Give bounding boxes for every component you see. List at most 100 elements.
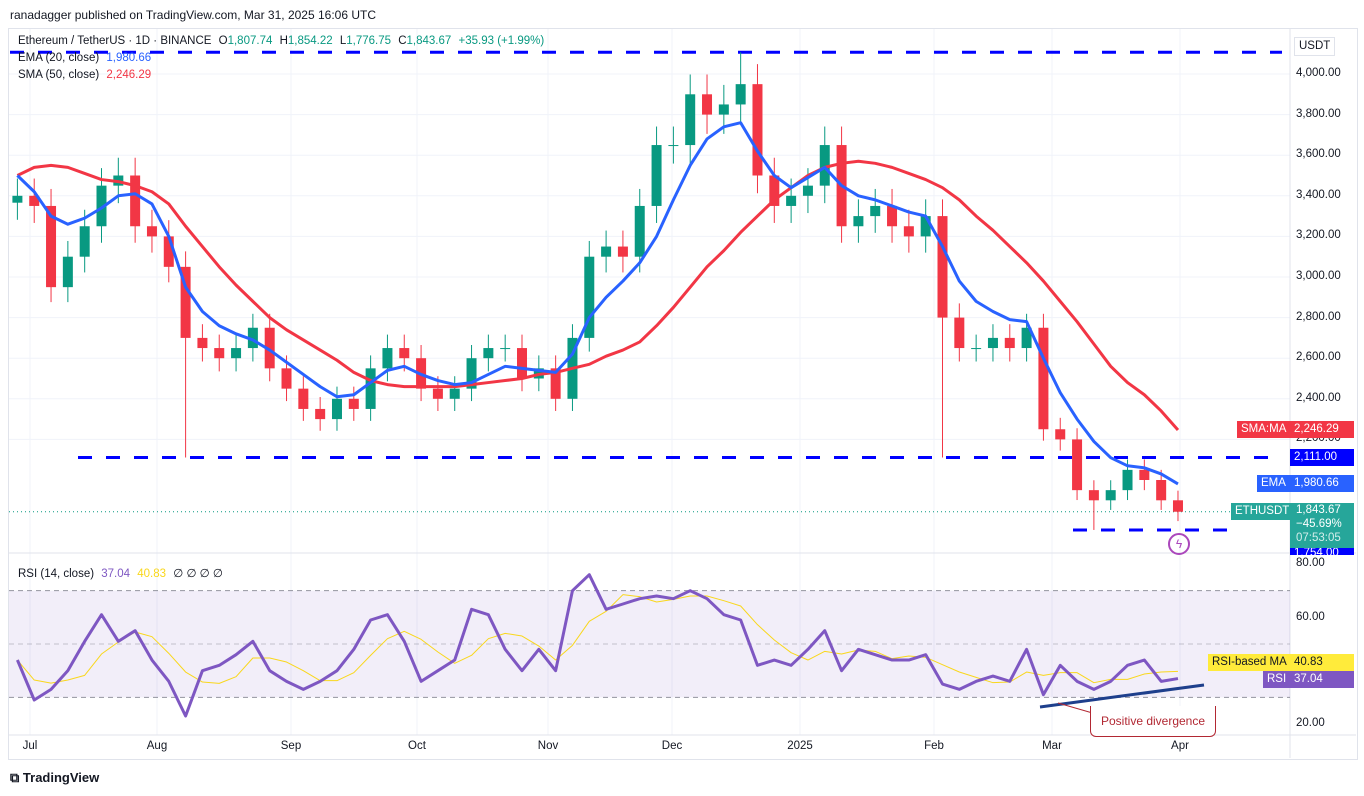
- candle-body: [769, 175, 780, 206]
- rsi-ma-badge: 40.83: [1290, 654, 1354, 671]
- price-tick: 3,800.00: [1296, 107, 1341, 120]
- sma50-line: [16, 159, 1180, 431]
- candle-body: [1105, 490, 1116, 501]
- candle-body: [281, 368, 292, 389]
- ema-name-badge: EMA: [1257, 475, 1290, 492]
- candle-body: [1021, 327, 1032, 349]
- chart-frame: [8, 28, 1358, 760]
- positive-divergence-callout[interactable]: Positive divergence: [1090, 706, 1216, 737]
- rsi-line: [16, 573, 1179, 718]
- price-tick: 3,000.00: [1296, 270, 1341, 282]
- price-tick: 2,400.00: [1296, 391, 1341, 404]
- candle-body: [231, 348, 242, 359]
- open-value: 1,807.74: [227, 35, 273, 47]
- candle-body: [752, 84, 763, 176]
- published-caption: ranadagger published on TradingView.com,…: [10, 8, 377, 22]
- symbol-legend: Ethereum / TetherUS · 1D · BINANCE O1,80…: [18, 35, 545, 47]
- candle-body: [651, 145, 662, 206]
- candle-body: [247, 327, 258, 349]
- time-tick: Mar: [1042, 740, 1062, 752]
- low-value: 1,776.75: [346, 35, 392, 47]
- candle-body: [517, 348, 527, 379]
- time-tick: Dec: [661, 740, 683, 752]
- symbol-title: Ethereum / TetherUS · 1D · BINANCE: [18, 35, 212, 47]
- candle-body: [315, 408, 326, 420]
- candle-body: [870, 205, 881, 217]
- candle-body: [197, 337, 208, 349]
- high-value: 1,854.22: [287, 35, 333, 47]
- level-2111-badge: 2,111.00: [1290, 449, 1354, 466]
- lightning-icon[interactable]: ϟ: [1168, 533, 1190, 555]
- rsi-tick: 20.00: [1296, 717, 1325, 729]
- candle-body: [802, 185, 813, 196]
- candle-body: [718, 104, 729, 115]
- candle-body: [46, 205, 57, 288]
- candle-body: [1122, 469, 1133, 491]
- candle-body: [971, 348, 982, 350]
- price-tick: 2,600.00: [1296, 351, 1341, 364]
- candle-body: [1055, 429, 1066, 440]
- price-tick: 4,000.00: [1296, 67, 1341, 79]
- candle-body: [920, 216, 931, 237]
- candle-body: [298, 388, 309, 409]
- currency-button[interactable]: USDT: [1294, 37, 1336, 56]
- candle-body: [96, 185, 107, 227]
- price-tick: 2,800.00: [1296, 310, 1341, 323]
- ema-legend[interactable]: EMA (20, close) 1,980.66: [18, 52, 152, 64]
- candle-body: [62, 256, 73, 288]
- candle-body: [702, 94, 713, 115]
- candle-body: [348, 398, 359, 409]
- candle-body: [79, 226, 90, 257]
- candle-body: [584, 256, 595, 338]
- candle-body: [954, 317, 965, 349]
- candle-body: [466, 358, 477, 389]
- rsi-ma-name-badge: RSI-based MA: [1208, 654, 1291, 671]
- candle-body: [180, 266, 191, 338]
- candle-body: [432, 388, 443, 399]
- candle-body: [735, 84, 746, 105]
- candle-body: [29, 195, 40, 206]
- candle-body: [550, 368, 561, 399]
- time-tick: Aug: [146, 740, 168, 752]
- candle-body: [634, 205, 645, 257]
- candle-body: [399, 348, 410, 359]
- change-value: +35.93 (+1.99%): [458, 35, 545, 47]
- last-price-badge: 1,843.67 −45.69% 07:53:05: [1290, 503, 1354, 548]
- candle-body: [1004, 337, 1015, 349]
- candle-body: [853, 216, 864, 227]
- close-value: 1,843.67: [406, 35, 452, 47]
- rsi-name-badge: RSI: [1263, 671, 1291, 688]
- price-tick: 3,600.00: [1296, 148, 1341, 161]
- candle-body: [146, 226, 157, 237]
- time-tick: Apr: [1171, 740, 1189, 752]
- rsi-legend[interactable]: RSI (14, close) 37.04 40.83 ∅ ∅ ∅ ∅: [18, 568, 223, 580]
- candle-body: [500, 348, 511, 350]
- time-tick: Oct: [408, 740, 426, 752]
- candle-body: [668, 145, 679, 147]
- rsi-tick: 60.00: [1296, 611, 1325, 623]
- candle-body: [214, 348, 225, 359]
- rsi-badge: 37.04: [1290, 671, 1354, 688]
- candle-body: [449, 388, 460, 399]
- divergence-trendline: [1039, 683, 1205, 709]
- candle-body: [365, 368, 376, 409]
- tradingview-logo[interactable]: ⧉ TradingView: [10, 770, 100, 785]
- candle-body: [685, 94, 696, 146]
- time-tick: Sep: [280, 740, 302, 752]
- time-tick: Jul: [22, 740, 38, 752]
- candle-body: [903, 226, 914, 237]
- candle-body: [937, 216, 948, 318]
- sma-name-badge: SMA:MA: [1237, 421, 1291, 438]
- ema-price-badge: 1,980.66: [1290, 475, 1354, 492]
- candle-body: [264, 327, 275, 369]
- time-tick: 2025: [787, 740, 813, 752]
- candle-body: [1038, 327, 1049, 430]
- candle-body: [1088, 490, 1099, 501]
- level-1754-badge: 1,754.00: [1290, 548, 1354, 555]
- time-tick: Feb: [924, 740, 944, 752]
- candle-body: [12, 195, 23, 203]
- sma-legend[interactable]: SMA (50, close) 2,246.29: [18, 69, 152, 81]
- candle-body: [483, 348, 494, 359]
